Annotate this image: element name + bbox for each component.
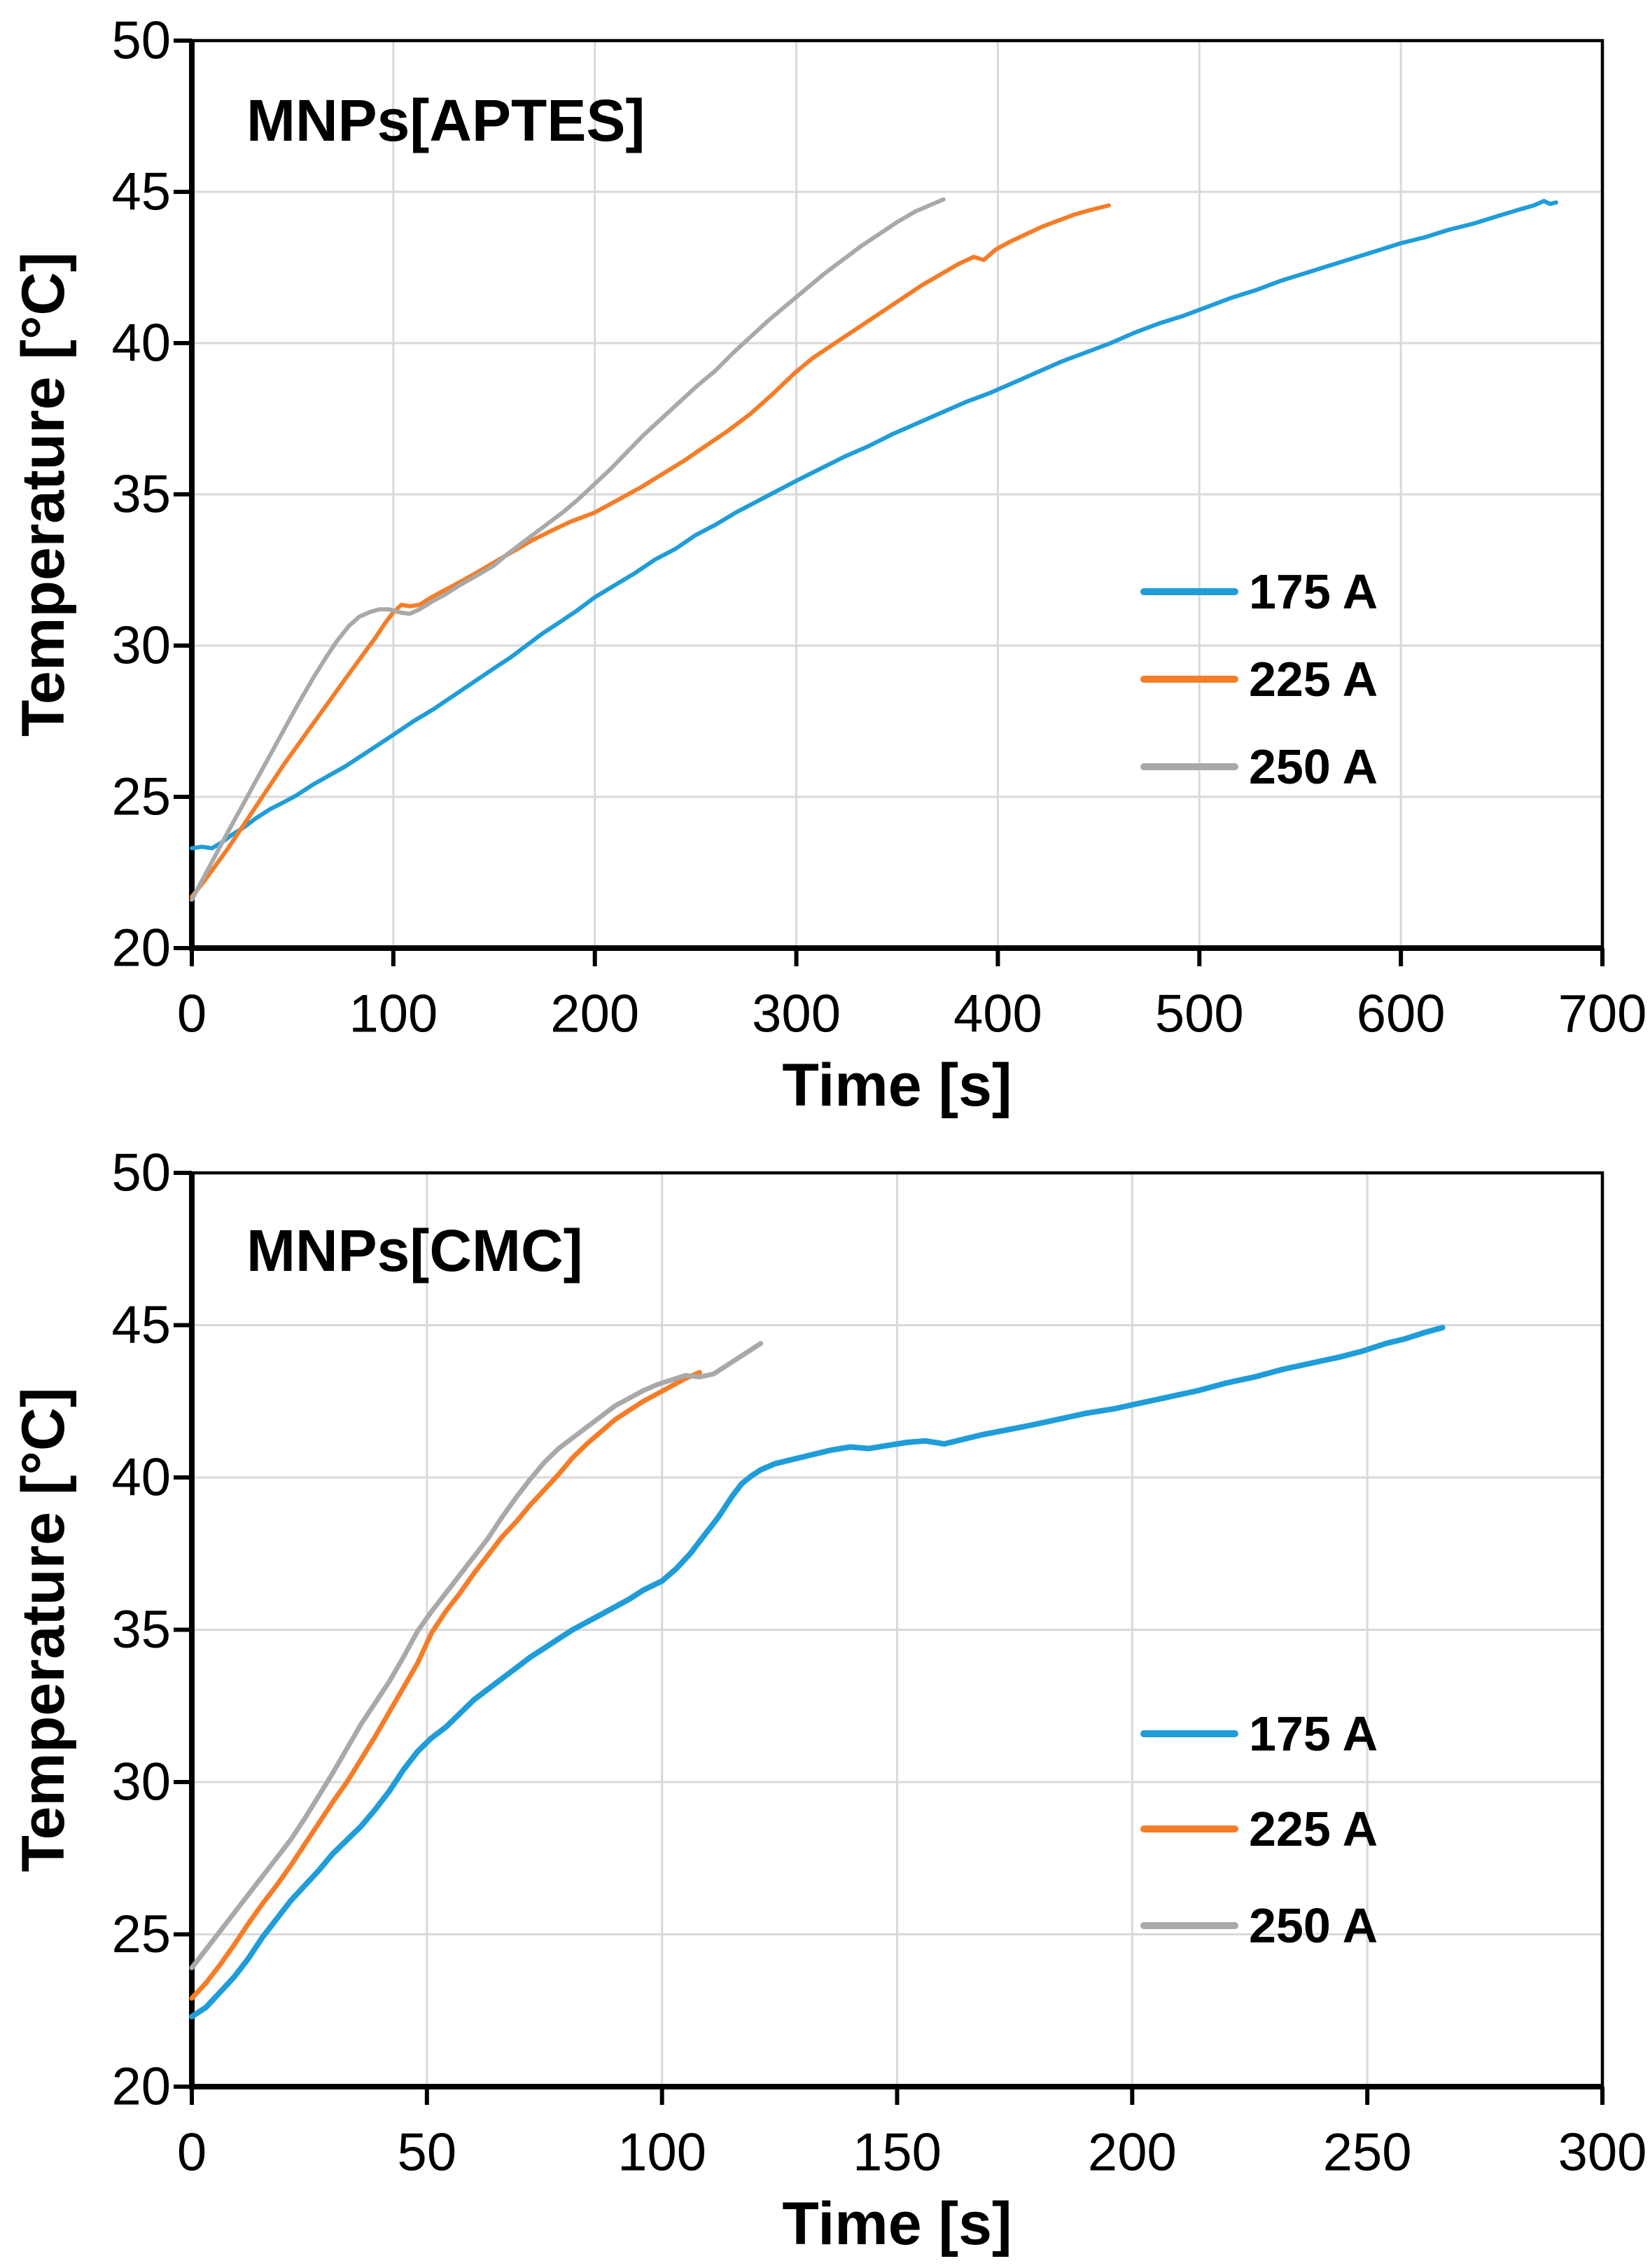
series-line-250a	[189, 1341, 764, 1970]
chart-title: MNPs[CMC]	[246, 1218, 583, 1283]
series-line-175a	[190, 199, 1558, 851]
x-tick-label: 300	[752, 985, 841, 1044]
legend: 175 A 225 A 250 A	[1140, 1706, 1378, 1953]
x-tick-label: 0	[177, 2123, 207, 2183]
y-axis-title: Temperature [°C]	[10, 252, 77, 737]
legend: 175 A 225 A 250 A	[1140, 564, 1378, 794]
x-tick-label: 200	[550, 985, 639, 1044]
x-tick-label: 250	[1323, 2123, 1412, 2183]
x-tick-label: 300	[1558, 2123, 1647, 2183]
legend-label: 175 A	[1249, 564, 1378, 619]
y-tick-label: 30	[111, 616, 171, 676]
legend-item: 225 A	[1140, 1802, 1378, 1856]
y-tick-label: 50	[111, 1143, 171, 1203]
y-tick-label: 20	[111, 2057, 171, 2117]
series-line-225a	[189, 1370, 702, 2001]
legend-item: 225 A	[1140, 652, 1378, 707]
chart-title: MNPs[APTES]	[246, 88, 645, 153]
legend-item: 250 A	[1140, 739, 1378, 794]
legend-label: 225 A	[1249, 652, 1378, 707]
y-tick-label: 45	[111, 162, 171, 222]
y-tick-label: 35	[111, 465, 171, 524]
y-tick-label: 40	[111, 314, 171, 373]
x-tick-label: 500	[1155, 985, 1244, 1044]
y-tick-label: 40	[111, 1448, 171, 1508]
series-line-250a	[190, 197, 946, 902]
legend-label: 175 A	[1249, 1706, 1378, 1761]
y-tick-label: 30	[111, 1753, 171, 1812]
legend-item: 250 A	[1140, 1898, 1378, 1953]
y-tick-label: 25	[111, 767, 171, 827]
legend-label: 250 A	[1249, 739, 1378, 794]
y-tick-label: 50	[111, 11, 171, 71]
x-axis-title: Time [s]	[782, 2190, 1012, 2257]
x-axis-title: Time [s]	[782, 1052, 1012, 1119]
legend-label: 225 A	[1249, 1802, 1378, 1856]
x-tick-label: 100	[617, 2123, 706, 2183]
y-tick-label: 20	[111, 919, 171, 978]
x-tick-label: 50	[398, 2123, 457, 2183]
chart-cmc: 0 50 100 150 200 250 300 20 25 30 35 40 45 50 MNPs[CMC…	[10, 1143, 1646, 2258]
x-tick-label: 150	[853, 2123, 942, 2183]
y-tick-label: 45	[111, 1295, 171, 1355]
y-axis-title: Temperature [°C]	[10, 1387, 77, 1872]
x-tick-label: 0	[177, 985, 207, 1044]
legend-label: 250 A	[1249, 1898, 1378, 1953]
x-tick-label: 600	[1357, 985, 1446, 1044]
series-line-225a	[190, 203, 1111, 899]
y-tick-label: 35	[111, 1600, 171, 1660]
legend-item: 175 A	[1140, 1706, 1378, 1761]
legend-item: 175 A	[1140, 564, 1378, 619]
chart-aptes: 0 100 200 300 400 500 600 700 20 25 30 35 40 45 50 MNPs…	[10, 11, 1646, 1120]
x-tick-label: 200	[1088, 2123, 1177, 2183]
y-tick-label: 25	[111, 1905, 171, 1964]
x-tick-label: 400	[953, 985, 1042, 1044]
series-line-175a	[189, 1325, 1446, 2019]
x-tick-label: 100	[349, 985, 438, 1044]
x-tick-label: 700	[1558, 985, 1647, 1044]
